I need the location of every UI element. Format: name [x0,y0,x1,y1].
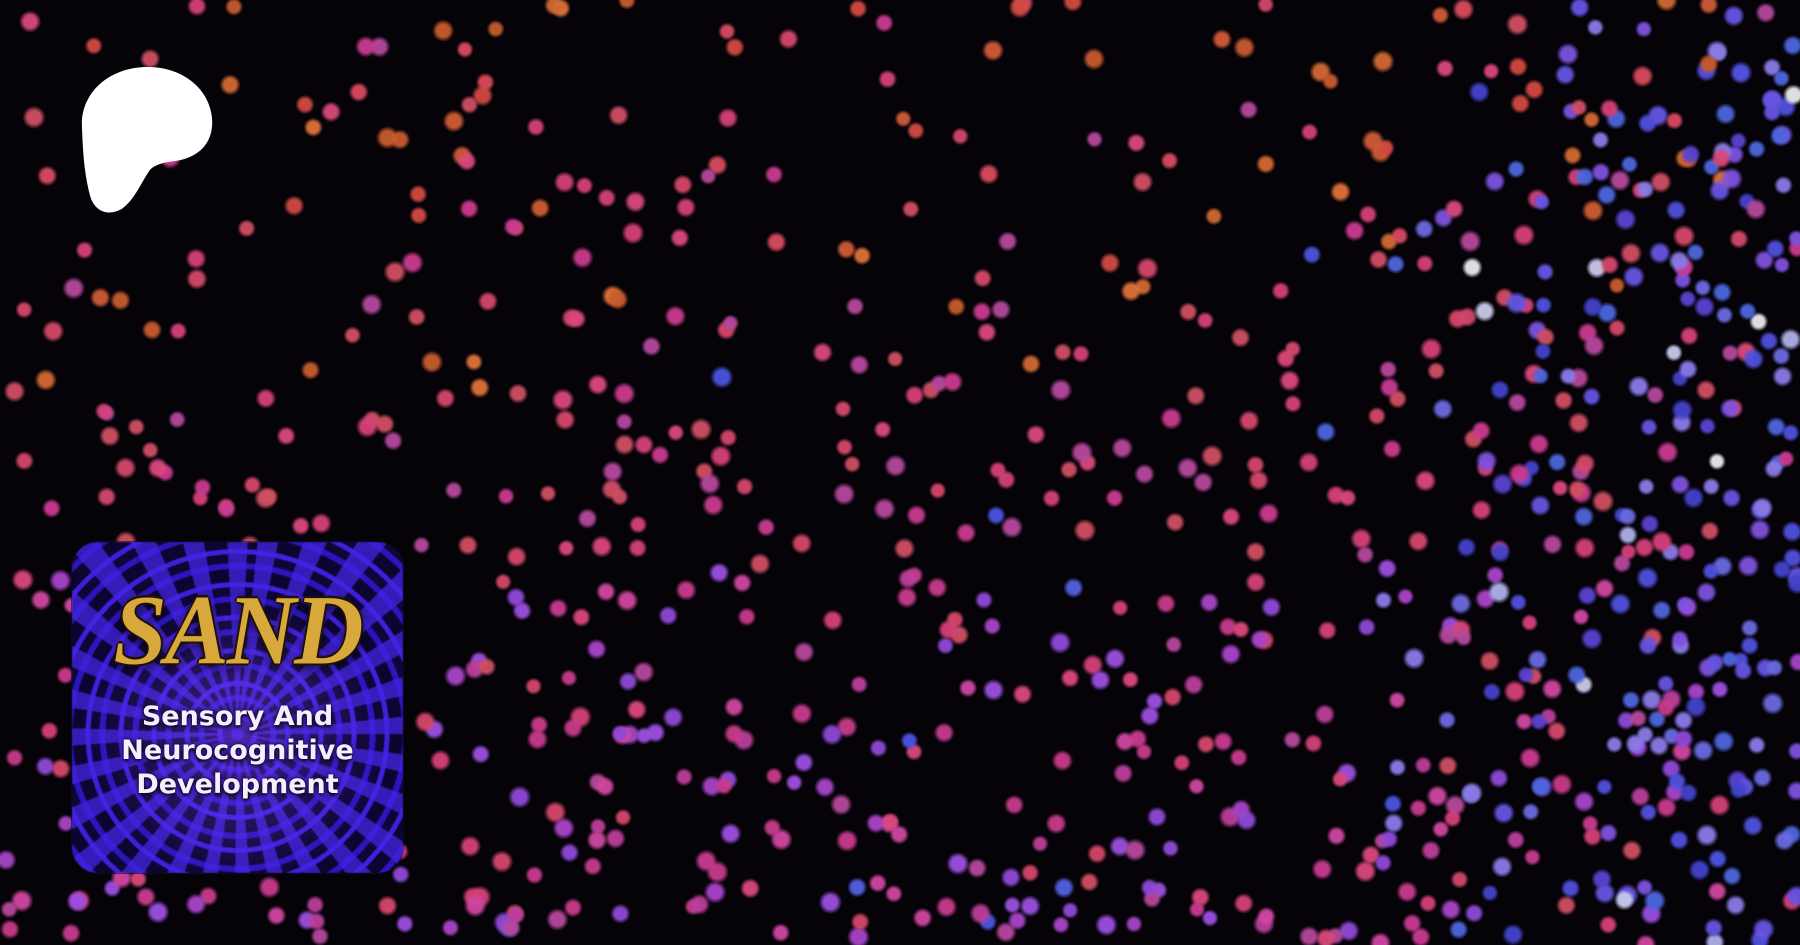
patreon-logo[interactable] [77,64,214,217]
card-pattern-art [72,542,403,873]
card-content: SAND Sensory And Neurocognitive Developm… [72,542,403,873]
card-subtitle-line-2: Neurocognitive [121,735,354,766]
card-subtitle-line-1: Sensory And [141,701,334,732]
creator-card[interactable]: SAND Sensory And Neurocognitive Developm… [72,542,403,873]
card-title: SAND [113,573,363,686]
patreon-logo-icon [81,66,213,213]
card-subtitle-line-3: Development [136,769,339,800]
card-subtitle: Sensory And Neurocognitive Development [121,700,353,802]
